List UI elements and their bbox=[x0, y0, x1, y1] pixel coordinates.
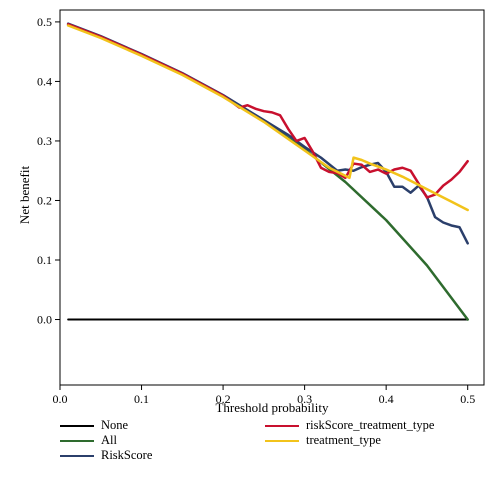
y-axis: 0.0 0.1 0.2 0.3 0.4 0.5 bbox=[37, 15, 60, 327]
y-tick-label: 0.3 bbox=[37, 134, 52, 148]
x-tick-label: 0.3 bbox=[297, 392, 312, 406]
x-axis-title: Threshold probability bbox=[215, 400, 329, 415]
legend-swatch-riskscore-treatment-type bbox=[265, 424, 299, 427]
legend-swatch-riskscore bbox=[60, 454, 94, 457]
y-axis-title: Net benefit bbox=[17, 166, 32, 225]
legend-item-all: All bbox=[60, 433, 117, 448]
y-tick-label: 0.4 bbox=[37, 74, 52, 88]
x-tick-label: 0.5 bbox=[460, 392, 475, 406]
legend-label-riskscore: RiskScore bbox=[101, 448, 153, 462]
series-line-all bbox=[66, 23, 469, 321]
legend-item-treatment-type: treatment_type bbox=[265, 433, 381, 448]
series-line-riskscore bbox=[66, 22, 469, 245]
legend-label-all: All bbox=[101, 433, 117, 447]
x-axis: 0.0 0.1 0.2 0.3 0.4 0.5 bbox=[53, 385, 475, 406]
legend-item-riskscore: RiskScore bbox=[60, 448, 152, 463]
legend-swatch-treatment-type bbox=[265, 439, 299, 442]
legend-label-riskscore-treatment-type: riskScore_treatment_type bbox=[306, 418, 435, 432]
x-tick-label: 0.4 bbox=[379, 392, 394, 406]
legend-item-riskscore-treatment-type: riskScore_treatment_type bbox=[265, 418, 434, 433]
y-tick-label: 0.0 bbox=[37, 313, 52, 327]
x-tick-label: 0.0 bbox=[53, 392, 68, 406]
y-tick-label: 0.5 bbox=[37, 15, 52, 29]
series-line-treatment-type bbox=[66, 24, 469, 212]
legend-swatch-none bbox=[60, 424, 94, 427]
plot-frame bbox=[59, 9, 485, 386]
legend-swatch-all bbox=[60, 439, 94, 442]
x-tick-label: 0.1 bbox=[134, 392, 149, 406]
x-tick-label: 0.2 bbox=[216, 392, 231, 406]
y-tick-label: 0.1 bbox=[37, 253, 52, 267]
series-lines bbox=[66, 22, 469, 321]
y-tick-label: 0.2 bbox=[37, 193, 52, 207]
series-line-riskscore-treatment-type bbox=[66, 23, 469, 199]
legend-label-none: None bbox=[101, 418, 129, 432]
legend-label-treatment-type: treatment_type bbox=[306, 433, 381, 447]
legend-item-none: None bbox=[60, 418, 128, 433]
